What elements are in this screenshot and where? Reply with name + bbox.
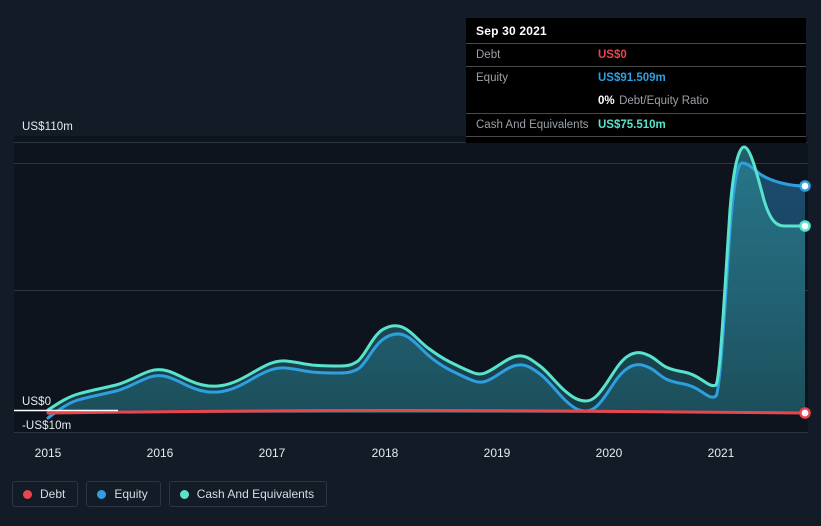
debt-line xyxy=(46,409,807,415)
legend-label-debt: Debt xyxy=(40,487,66,501)
tooltip-value-equity: US$91.509m xyxy=(598,72,666,84)
tooltip-label-equity: Equity xyxy=(476,72,508,84)
legend-label-equity: Equity xyxy=(114,487,148,501)
x-axis-tick-2021: 2021 xyxy=(707,446,735,460)
legend-item-cash-and-equivalents[interactable]: Cash And Equivalents xyxy=(168,481,328,507)
cash-area xyxy=(48,147,805,413)
cash-line xyxy=(46,145,807,412)
tooltip-ratio-label: Debt/Equity Ratio xyxy=(619,95,709,107)
debt-endpoint-marker xyxy=(799,407,811,419)
x-axis-tick-2017: 2017 xyxy=(258,446,286,460)
legend-dot-icon-equity xyxy=(97,489,107,499)
tooltip-label-debt: Debt xyxy=(476,49,501,61)
x-axis-tick-2015: 2015 xyxy=(34,446,62,460)
tooltip-row-debt: Debt US$0 xyxy=(466,43,806,66)
tooltip-row-cash: Cash And Equivalents US$75.510m xyxy=(466,113,806,136)
y-axis-label-top: US$110m xyxy=(22,121,73,133)
tooltip-row-equity: Equity US$91.509m xyxy=(466,66,806,89)
legend-dot-icon-cash xyxy=(179,489,189,499)
chart-legend: Debt Equity Cash And Equivalents xyxy=(12,481,328,507)
tooltip-row-debt-equity-ratio: 0% Debt/Equity Ratio xyxy=(466,89,806,113)
legend-item-debt[interactable]: Debt xyxy=(12,481,79,507)
legend-label-cash: Cash And Equivalents xyxy=(196,487,315,501)
chart-tooltip: Sep 30 2021 Debt US$0 Equity US$91.509m … xyxy=(466,18,806,143)
x-axis-tick-2020: 2020 xyxy=(595,446,623,460)
y-axis-label-zero: US$0 xyxy=(22,396,52,408)
tooltip-value-debt: US$0 xyxy=(598,49,627,61)
tooltip-label-cash: Cash And Equivalents xyxy=(476,119,589,131)
tooltip-ratio-value: 0% xyxy=(598,95,615,107)
x-axis-tick-2016: 2016 xyxy=(146,446,174,460)
x-axis-tick-2019: 2019 xyxy=(483,446,511,460)
legend-dot-icon-debt xyxy=(23,489,32,499)
tooltip-footer-rule xyxy=(466,136,806,143)
tooltip-title: Sep 30 2021 xyxy=(476,24,547,38)
equity-endpoint-marker xyxy=(799,180,811,192)
tooltip-value-cash: US$75.510m xyxy=(598,119,666,131)
equity-line xyxy=(46,161,807,420)
y-axis-label-bottom: -US$10m xyxy=(22,420,72,432)
cash-endpoint-marker xyxy=(799,220,811,232)
legend-item-equity[interactable]: Equity xyxy=(86,481,161,507)
x-axis-tick-2018: 2018 xyxy=(371,446,399,460)
